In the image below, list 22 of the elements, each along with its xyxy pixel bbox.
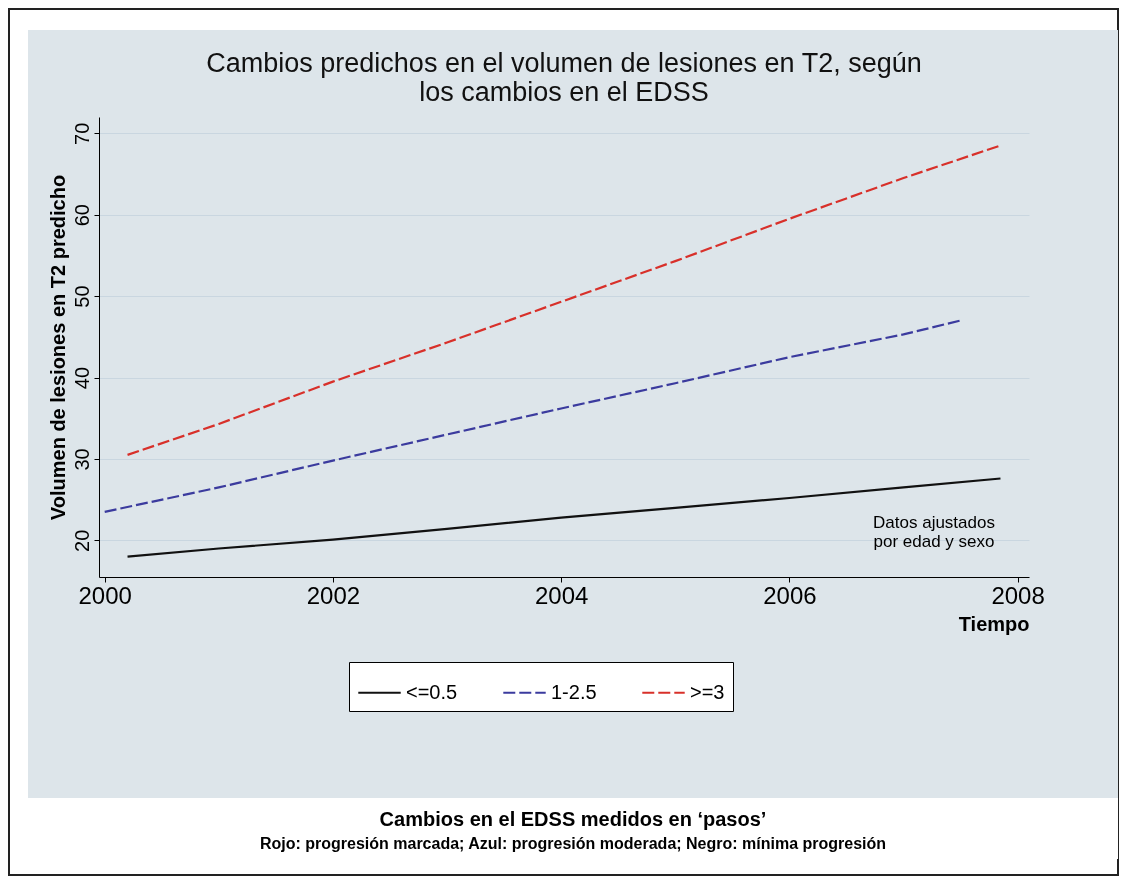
y-tick-label: 20	[70, 529, 93, 552]
x-tick-label: 2008	[991, 581, 1045, 609]
legend-label: 1-2.5	[551, 680, 597, 703]
x-tick-label: 2002	[306, 581, 361, 609]
text: Cambios en el EDSS medidos en ‘pasos’	[378, 808, 768, 831]
annotation: Datos ajustados por edad y sexo	[873, 513, 995, 551]
text: Rojo: progresión marcada; Azul: progresión moderada; Negro: mínima progresión	[258, 835, 888, 853]
y-axis-title: Volumen de lesiones en T2 predicho	[46, 174, 69, 521]
x-tick-label: 2006	[763, 581, 817, 609]
y-tick-label: 60	[70, 204, 93, 227]
chart-title: Cambios predichos en el volumen de lesiones en T2, según los cambios en el EDSS	[206, 48, 922, 107]
x-tick-label: 2004	[534, 581, 589, 609]
y-tick-label: 40	[70, 366, 93, 390]
y-tick-label: 30	[70, 448, 93, 471]
legend-label: >=3	[690, 680, 725, 703]
line-series	[103, 319, 962, 513]
y-tick-label: 70	[70, 122, 93, 145]
y-tick-label: 50	[70, 285, 93, 308]
x-tick-label: 2000	[78, 581, 132, 609]
x-axis-title: Tiempo	[958, 612, 1030, 635]
legend-label: <=0.5	[406, 680, 458, 703]
line-series	[126, 477, 1002, 558]
